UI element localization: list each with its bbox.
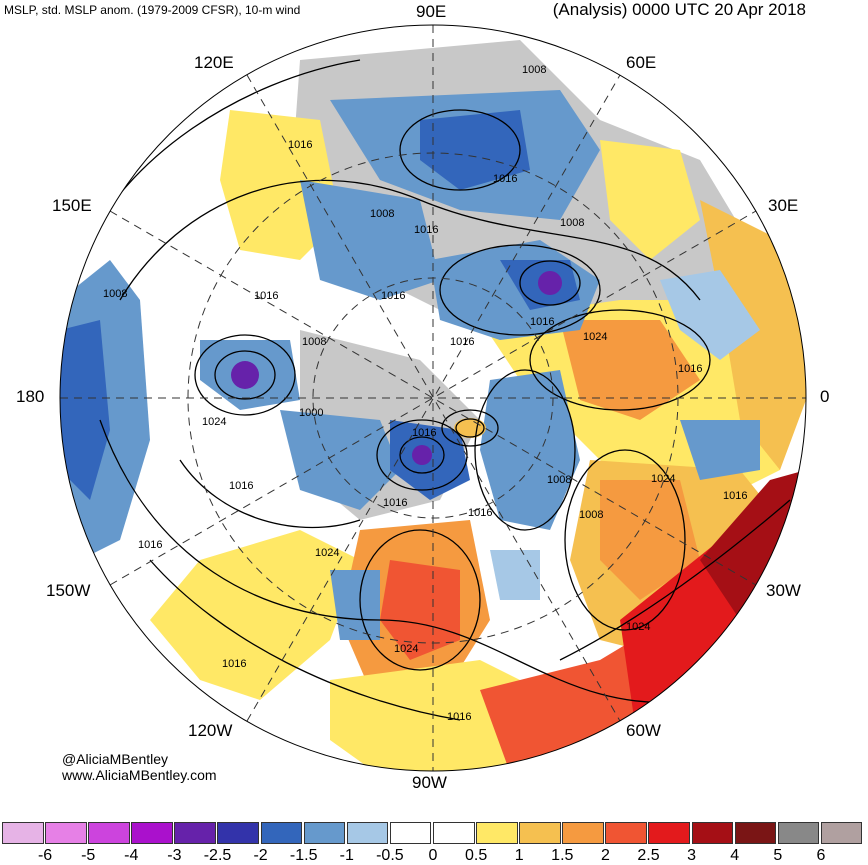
anomaly-colorbar: -6 -5 -4 -3 -2.5 -2 -1.5 -1 -0.5 0 0.5 1 1.5 2 2.5 3 4 5 6 [0,822,868,865]
colorbar-swatch [174,822,216,844]
colorbar-swatch [476,822,518,844]
colorbar-tick-label: 0.5 [464,847,488,864]
colorbar-swatch [303,822,346,844]
colorbar-tick-label: 1 [514,847,524,864]
colorbar-tick-label: -3 [167,847,182,864]
isobar-label: 1016 [383,497,407,509]
lon-label-120e: 120E [194,53,234,72]
colorbar-tick-label: -0.5 [376,847,404,864]
isobar-label: 1008 [522,64,546,76]
map-boundary [59,24,807,772]
isobar-label: 1016 [414,224,438,236]
isobar-label: 1016 [468,507,492,519]
colorbar-tick-label: -1 [339,847,354,864]
isobar-label: 1008 [302,336,326,348]
isobar-label: 1016 [412,427,436,439]
isobar-label: 1008 [103,288,127,300]
isobar-label: 1024 [202,416,226,428]
isobar-label: 1016 [254,290,278,302]
credit-handle: @AliciaMBentley [62,751,169,767]
colorbar-tick-label: -2.5 [203,847,232,864]
map-subtitle: MSLP, std. MSLP anom. (1979-2009 CFSR), … [4,3,301,17]
isobar-label: 1016 [138,539,162,551]
colorbar-tick-label: 6 [816,847,826,864]
colorbar-tick-label: 5 [773,847,783,864]
isobar-label: 1008 [370,208,394,220]
isobar-label: 1008 [547,474,571,486]
colorbar-swatch [562,822,604,844]
colorbar-labels: -6 -5 -4 -3 -2.5 -2 -1.5 -1 -0.5 0 0.5 1 1.5 2 2.5 3 4 5 6 [0,847,868,865]
lon-label-30w: 30W [766,581,801,600]
isobar-label: 1024 [626,621,650,633]
isobar-label: 1024 [583,331,607,343]
isobar-label: 1016 [288,139,312,151]
colorbar-tick-label: -1.5 [289,847,318,864]
isobar-label: 1008 [579,509,603,521]
lon-label-30e: 30E [768,196,799,215]
colorbar-swatch [777,822,820,844]
colorbar-swatch [820,822,863,844]
colorbar-swatch [2,822,44,844]
lon-label-0: 0 [820,387,830,406]
isobar-label: 1016 [222,658,246,670]
isobar-label: 1016 [678,363,702,375]
lon-label-180: 180 [16,387,45,406]
colorbar-swatch [734,822,777,844]
isobar-label: 1016 [229,480,253,492]
colorbar-tick-label: 2 [600,847,610,864]
colorbar-tick-label: -4 [124,847,139,864]
isobar-label: 1016 [493,173,517,185]
isobar-label: 1008 [560,217,584,229]
isobar-label: 1016 [381,290,405,302]
colorbar-swatch [88,822,130,844]
colorbar-tick-label: 0 [428,847,438,864]
isobar-label: 1016 [447,711,471,723]
lon-label-60e: 60E [626,53,657,72]
colorbar-swatch [519,822,561,844]
anomaly-field [60,25,806,771]
colorbar-tick-label: 2.5 [637,847,660,864]
colorbar-tick-label: -6 [37,847,53,864]
colorbar-swatch [432,822,475,844]
lon-label-90w: 90W [412,773,447,792]
lon-label-150w: 150W [46,581,91,600]
lon-label-90e: 90E [416,2,447,21]
colorbar-swatch [605,822,647,844]
colorbar-tick-label: -2 [253,847,268,864]
colorbar-swatch [648,822,690,844]
colorbar-swatch [389,822,432,844]
colorbar-tick-label: 1.5 [551,847,574,864]
colorbar-tick-label: -5 [81,847,96,864]
isobar-labels: 1008 1016 1016 1008 1008 1016 1008 1016 … [103,64,747,723]
isobar-label: 1024 [394,643,418,655]
colorbar-swatch [260,822,303,844]
colorbar-swatch [346,822,389,844]
colorbar-tick-label: 4 [730,847,740,864]
isobar-label: 1024 [315,547,339,559]
colorbar-swatch [131,822,173,844]
isobar-label: 1016 [723,490,747,502]
colorbar-tick-label: 3 [687,847,697,864]
credit-website: www.AliciaMBentley.com [62,767,217,783]
isobar-label: 1024 [651,473,675,485]
colorbar-swatches [2,822,864,844]
colorbar-swatch [217,822,260,844]
polar-map: 1008 1016 1016 1008 1008 1016 1008 1016 … [59,24,807,772]
lon-label-150e: 150E [52,196,92,215]
lon-label-60w: 60W [626,721,661,740]
colorbar-swatch [45,822,87,844]
map-title: (Analysis) 0000 UTC 20 Apr 2018 [552,0,806,19]
colorbar-swatch [691,822,734,844]
isobar-label: 1016 [530,316,554,328]
isobar-label: 1016 [450,336,474,348]
lon-label-120w: 120W [188,721,233,740]
isobar-label: 1000 [299,407,323,419]
